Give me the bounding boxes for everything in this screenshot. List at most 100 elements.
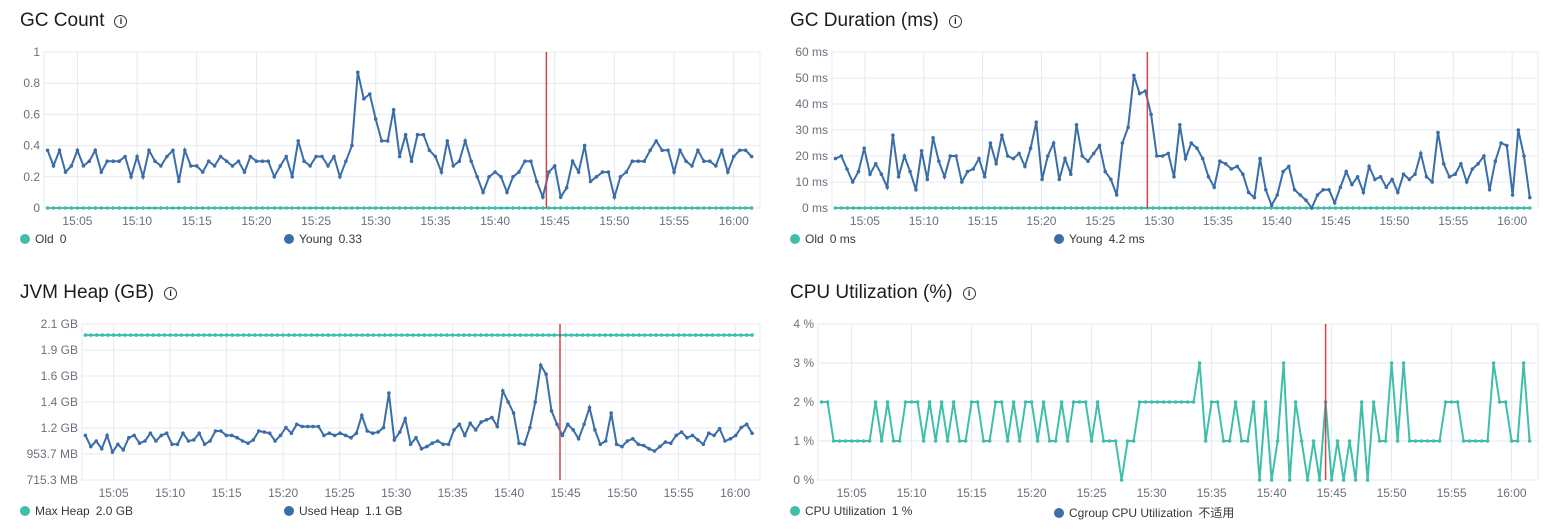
- legend-item-old[interactable]: Old 0: [20, 232, 66, 246]
- data-point: [168, 333, 172, 337]
- data-point: [696, 438, 700, 442]
- data-point: [463, 206, 468, 210]
- data-point: [200, 170, 205, 174]
- data-point: [1074, 123, 1079, 127]
- info-icon[interactable]: i: [948, 14, 962, 28]
- data-point: [720, 148, 724, 153]
- data-point: [75, 148, 80, 153]
- legend-item-old[interactable]: Old 0 ms: [790, 232, 856, 246]
- chart-cpu-utilization[interactable]: 0 % 1 % 2 % 3 % 4 % 15:05 15:10 15:15 15:20 15:25…: [790, 282, 1539, 500]
- data-point: [451, 164, 456, 168]
- data-point: [957, 439, 962, 443]
- data-point: [1257, 478, 1262, 482]
- data-point: [1137, 400, 1142, 404]
- chart-gc-duration[interactable]: 0 ms 10 ms 20 ms 30 ms 40 ms 50 ms 60 ms 15:05 1…: [790, 10, 1539, 228]
- legend-item-cpu-utilization[interactable]: CPU Utilization 1 %: [790, 504, 912, 518]
- data-point: [441, 442, 445, 447]
- data-point: [1126, 125, 1130, 130]
- data-point: [194, 164, 199, 168]
- legend-item-used-heap[interactable]: Used Heap 1.1 GB: [284, 504, 402, 518]
- x-tick-label: 15:25: [301, 214, 331, 228]
- data-point: [1332, 201, 1337, 205]
- data-point: [603, 439, 608, 443]
- data-point: [1175, 206, 1179, 210]
- data-point: [541, 333, 545, 337]
- plot-frame: [43, 51, 761, 209]
- data-point: [1127, 206, 1132, 210]
- data-point: [1439, 206, 1444, 210]
- data-point: [1206, 175, 1211, 179]
- info-icon[interactable]: i: [962, 286, 976, 300]
- data-point: [851, 206, 855, 210]
- data-point: [241, 333, 246, 337]
- x-tick-label: 15:15: [957, 486, 987, 500]
- data-point: [993, 400, 998, 404]
- data-point: [1467, 439, 1472, 443]
- data-point: [409, 159, 414, 163]
- chart-gc-count[interactable]: 0 0.2 0.4 0.6 0.8 1 15:05 15:10 15:15 15:20 15:25 1…: [20, 10, 761, 228]
- data-point: [377, 333, 382, 337]
- data-point: [219, 333, 223, 337]
- legend-item-young[interactable]: Young 4.2 ms: [1054, 232, 1145, 246]
- x-tick-label: 15:40: [1257, 486, 1287, 500]
- data-point: [909, 400, 914, 404]
- data-point: [945, 439, 950, 443]
- data-point: [1345, 206, 1350, 210]
- data-point: [825, 400, 830, 404]
- data-point: [93, 206, 98, 210]
- data-point: [1173, 400, 1178, 404]
- data-point: [315, 333, 319, 337]
- legend-item-max-heap[interactable]: Max Heap 2.0 GB: [20, 504, 133, 518]
- data-point: [289, 431, 294, 435]
- x-tick-label: 15:35: [1203, 214, 1233, 228]
- data-point: [189, 206, 193, 210]
- legend-item-cgroup-cpu-utilization[interactable]: Cgroup CPU Utilization 不适用: [1054, 504, 1234, 521]
- legend-item-young[interactable]: Young 0.33: [284, 232, 362, 246]
- data-point: [1505, 143, 1509, 148]
- data-point: [819, 400, 824, 404]
- data-point: [857, 206, 861, 210]
- data-point: [1375, 206, 1379, 210]
- data-point: [1491, 361, 1496, 365]
- data-point: [433, 333, 438, 337]
- data-point: [625, 439, 630, 443]
- data-point: [1441, 162, 1446, 166]
- data-point: [87, 206, 92, 210]
- data-point: [1390, 177, 1394, 182]
- data-point: [939, 400, 944, 404]
- x-tick-label: 15:45: [551, 486, 581, 500]
- data-point: [457, 159, 462, 163]
- y-tick-label: 0.6: [23, 107, 40, 121]
- data-point: [1317, 478, 1322, 482]
- data-point: [1522, 154, 1526, 158]
- data-point: [593, 428, 597, 432]
- data-point: [666, 148, 670, 153]
- data-point: [305, 424, 310, 429]
- data-point: [1107, 439, 1112, 443]
- data-point: [891, 439, 896, 443]
- data-point: [135, 206, 139, 210]
- data-point: [89, 333, 93, 337]
- info-icon[interactable]: i: [114, 14, 128, 28]
- data-point: [1039, 206, 1044, 210]
- data-point: [290, 206, 295, 210]
- data-point: [1125, 439, 1130, 443]
- data-point: [338, 206, 342, 210]
- data-point: [479, 333, 483, 337]
- data-point: [1029, 400, 1034, 404]
- data-point: [1223, 162, 1228, 166]
- data-point: [111, 159, 115, 163]
- data-point: [1335, 439, 1340, 443]
- data-point: [83, 433, 88, 438]
- data-point: [552, 206, 557, 210]
- data-point: [99, 170, 104, 174]
- info-icon[interactable]: i: [164, 286, 178, 300]
- data-point: [586, 333, 590, 337]
- data-point: [1143, 400, 1148, 404]
- x-tick-label: 15:05: [850, 214, 880, 228]
- data-point: [945, 206, 950, 210]
- data-point: [524, 333, 528, 337]
- chart-jvm-heap[interactable]: 715.3 MB 953.7 MB 1.2 GB 1.4 GB 1.6 GB 1.9 GB…: [20, 282, 761, 500]
- data-point: [1192, 206, 1197, 210]
- data-point: [612, 206, 617, 210]
